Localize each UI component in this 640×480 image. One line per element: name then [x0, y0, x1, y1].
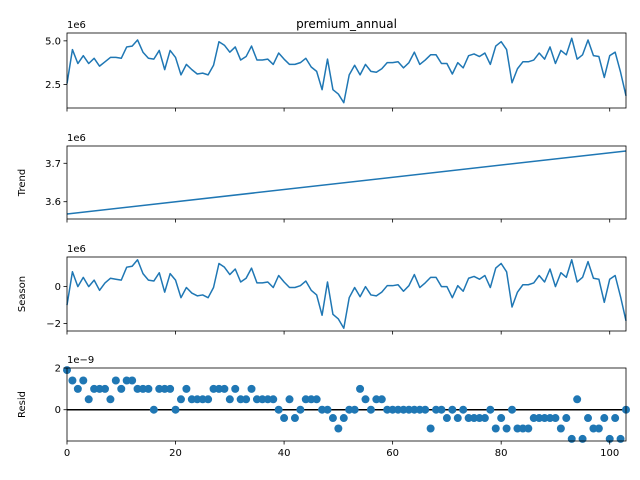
- panel-4-point-92: [562, 414, 571, 423]
- panel-4-point-80: [497, 414, 506, 423]
- panel-1-offset-text: 1e6: [67, 20, 86, 31]
- panel-4-point-19: [166, 384, 175, 393]
- panel-4-xtick-label-3: 60: [386, 448, 399, 459]
- panel-4-point-34: [247, 384, 256, 393]
- panel-4-ytick-label-0: 0: [55, 405, 61, 416]
- panel-2-ytick-label-1: 3.7: [45, 159, 61, 170]
- panel-4-point-9: [111, 376, 120, 385]
- panel-4-point-2: [73, 384, 82, 393]
- panel-2-ytick-label-0: 3.6: [45, 197, 61, 208]
- panel-4-point-21: [176, 395, 185, 404]
- panel-4-point-79: [491, 424, 500, 433]
- panel-4-xtick-label-0: 0: [64, 448, 70, 459]
- panel-2-ylabel: Trend: [17, 169, 28, 197]
- panel-4-point-54: [356, 384, 365, 393]
- panel-4-point-43: [296, 405, 305, 414]
- panel-4-point-69: [437, 405, 446, 414]
- panel-4-xtick-label-5: 100: [600, 448, 619, 459]
- panel-4-point-82: [508, 405, 517, 414]
- panel-4-point-7: [100, 384, 109, 393]
- panel-4-point-55: [361, 395, 370, 404]
- panel-4-ylabel: Resid: [17, 391, 28, 418]
- panel-4-point-81: [502, 424, 511, 433]
- panel-4-xtick-label-2: 40: [278, 448, 291, 459]
- panel-4-point-40: [280, 414, 289, 423]
- panel-3-ytick-label-1: 0: [55, 282, 61, 293]
- panel-4-axes-frame: [66, 367, 627, 442]
- panel-4-point-12: [128, 376, 137, 385]
- panel-4-point-101: [611, 414, 620, 423]
- panel-1-series-line: [66, 37, 627, 104]
- panel-4-point-51: [339, 414, 348, 423]
- panel-4-point-15: [144, 384, 153, 393]
- panel-4-point-53: [350, 405, 359, 414]
- panel-2-series-line: [66, 150, 627, 215]
- panel-4-point-73: [459, 405, 468, 414]
- panel-4-point-39: [274, 405, 283, 414]
- panel-4-point-91: [556, 424, 565, 433]
- panel-4-point-29: [220, 384, 229, 393]
- panel-4-point-78: [486, 405, 495, 414]
- panel-3-axes-frame: [66, 256, 627, 332]
- panel-4-point-33: [242, 395, 251, 404]
- panel-4-point-49: [328, 414, 337, 423]
- panel-1-ytick-label-0: 2.5: [45, 80, 61, 91]
- panel-4-point-20: [171, 405, 180, 414]
- panel-4-point-93: [567, 434, 576, 443]
- panel-4-point-16: [149, 405, 158, 414]
- panel-4-point-10: [117, 384, 126, 393]
- panel-4-point-66: [421, 405, 430, 414]
- panel-4-point-98: [594, 424, 603, 433]
- panel-4-point-4: [84, 395, 93, 404]
- panel-4-point-77: [480, 414, 489, 423]
- panel-3-series-line: [66, 259, 627, 329]
- panel-1-ytick-label-1: 5.0: [45, 36, 61, 47]
- panel-4-point-72: [453, 414, 462, 423]
- panel-4-point-95: [578, 434, 587, 443]
- panel-4-point-67: [426, 424, 435, 433]
- panel-4-point-50: [334, 424, 343, 433]
- panel-4-offset-text: 1e−9: [67, 355, 94, 366]
- panel-4-point-26: [204, 395, 213, 404]
- panel-4-point-3: [79, 376, 88, 385]
- panel-4-ytick-label-1: 2: [55, 364, 61, 375]
- panel-4-xtick-label-1: 20: [169, 448, 182, 459]
- panel-4-point-42: [290, 414, 299, 423]
- panel-4-point-38: [269, 395, 278, 404]
- panel-1-axes-frame: [66, 32, 627, 109]
- panel-4-point-8: [106, 395, 115, 404]
- panel-2-offset-text: 1e6: [67, 133, 86, 144]
- panel-4-point-22: [182, 384, 191, 393]
- panel-4-point-99: [600, 414, 609, 423]
- panel-4-point-41: [285, 395, 294, 404]
- panel-3-ylabel: Season: [17, 276, 28, 312]
- panel-4-point-85: [524, 424, 533, 433]
- panel-4-point-1: [68, 376, 77, 385]
- panel-3-offset-text: 1e6: [67, 244, 86, 255]
- panel-4-point-48: [323, 405, 332, 414]
- panel-4-point-58: [377, 395, 386, 404]
- panel-4-point-56: [366, 405, 375, 414]
- panel-2-axes-frame: [66, 145, 627, 220]
- chart-title: premium_annual: [296, 17, 397, 31]
- panel-4-point-102: [616, 434, 625, 443]
- panel-4-point-94: [573, 395, 582, 404]
- panel-4-point-96: [584, 414, 593, 423]
- panel-4-point-90: [551, 414, 560, 423]
- panel-4-point-30: [225, 395, 234, 404]
- panel-4-point-46: [312, 395, 321, 404]
- panel-3-ytick-label-0: −2: [46, 319, 61, 330]
- panel-4-point-70: [442, 414, 451, 423]
- panel-4-point-31: [231, 384, 240, 393]
- panel-4-point-71: [448, 405, 457, 414]
- panel-4-xtick-label-4: 80: [495, 448, 508, 459]
